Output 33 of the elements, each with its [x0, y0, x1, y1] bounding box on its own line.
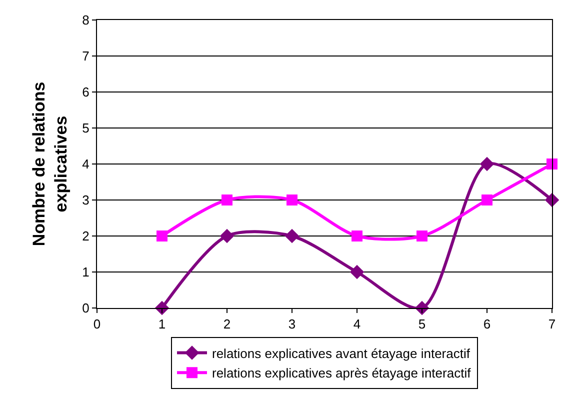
point — [350, 264, 364, 280]
point — [156, 230, 168, 242]
point — [222, 194, 232, 206]
y-tick-label: 3 — [82, 192, 90, 208]
y-tick-label: 0 — [82, 300, 90, 316]
point — [482, 194, 492, 206]
x-tick-label: 6 — [483, 316, 491, 332]
legend-label: relations explicatives après étayage interactif — [212, 366, 472, 381]
x-tick-label: 5 — [418, 316, 426, 332]
point — [286, 194, 298, 206]
x-tick-label: 1 — [158, 316, 166, 332]
point — [546, 158, 558, 170]
point — [284, 228, 300, 244]
x-tick-label: 4 — [353, 316, 361, 332]
point — [352, 230, 362, 242]
point — [480, 156, 494, 172]
y-tick-label: 8 — [82, 12, 90, 28]
y-tick-label: 2 — [82, 228, 90, 244]
y-tick-label: 4 — [82, 156, 90, 172]
y-tick-label: 7 — [82, 48, 90, 64]
y-tick-label: 5 — [82, 120, 90, 136]
legend-label: relations explicatives avant étayage interactif — [212, 346, 470, 361]
x-tick-label: 0 — [93, 316, 101, 332]
y-axis-title: Nombre de relations explicatives — [30, 82, 71, 246]
x-tick-label: 3 — [288, 316, 296, 332]
y-tick-label: 6 — [82, 84, 90, 100]
point — [220, 228, 234, 244]
point — [414, 300, 430, 316]
x-tick-label: 2 — [223, 316, 231, 332]
y-tick-label: 1 — [82, 264, 90, 280]
x-tick-label: 7 — [548, 316, 556, 332]
point — [416, 230, 428, 242]
point — [154, 300, 170, 316]
